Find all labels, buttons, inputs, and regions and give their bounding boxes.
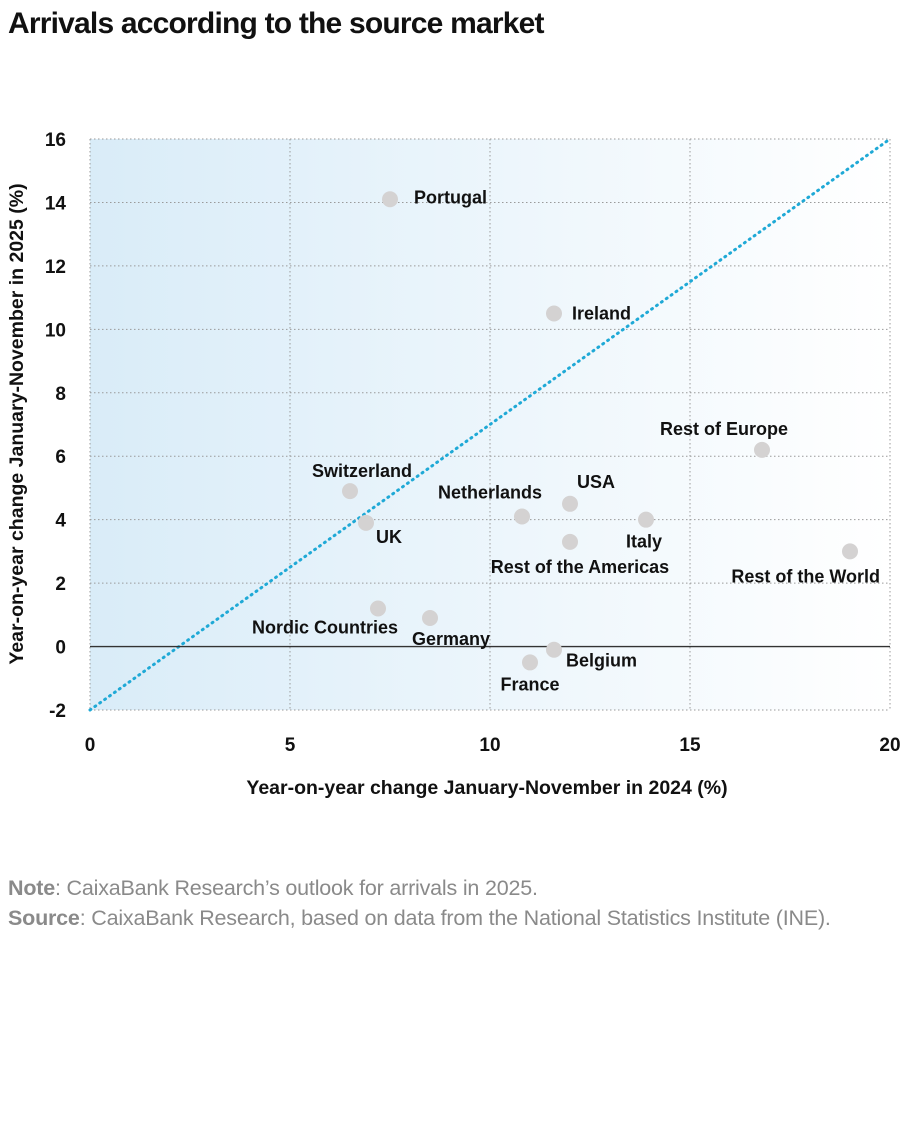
- point-italy: [638, 511, 654, 528]
- point-label-france: France: [500, 674, 559, 694]
- y-tick-label: 12: [45, 257, 66, 278]
- x-axis-ticks: 0 5 10 15 20: [85, 735, 900, 756]
- point-usa: [562, 495, 578, 512]
- y-tick-label: 0: [55, 638, 66, 659]
- point-label-portugal: Portugal: [414, 187, 487, 207]
- x-tick-label: 0: [85, 735, 96, 756]
- x-tick-label: 10: [479, 735, 500, 756]
- note-line: Note: CaixaBank Research’s outlook for a…: [8, 873, 868, 903]
- point-label-nordic-countries: Nordic Countries: [252, 617, 398, 637]
- point-rest-of-the-americas: [562, 533, 578, 550]
- data-points: Portugal Ireland Rest of Europe Switzerland…: [252, 187, 880, 694]
- point-belgium: [546, 641, 562, 658]
- point-label-uk: UK: [376, 527, 402, 547]
- y-axis-ticks: -2 0 2 4 6 8 10 12 14 16: [45, 130, 67, 722]
- point-label-belgium: Belgium: [566, 651, 637, 671]
- point-switzerland: [342, 483, 358, 500]
- y-tick-label: 14: [45, 193, 67, 214]
- y-axis-label: Year-on-year change January-November in …: [6, 183, 28, 664]
- scatter-chart: -2 0 2 4 6 8 10 12 14 16 0 5 10 15 20 Year-on-year ch…: [6, 130, 900, 799]
- chart-title: Arrivals according to the source market: [8, 7, 544, 40]
- point-label-ireland: Ireland: [572, 303, 631, 323]
- source-text: : CaixaBank Research, based on data from…: [79, 906, 831, 930]
- point-uk: [358, 514, 374, 531]
- point-label-italy: Italy: [626, 532, 662, 552]
- y-tick-label: 2: [55, 574, 66, 595]
- x-tick-label: 20: [879, 735, 900, 756]
- point-france: [522, 654, 538, 671]
- chart-notes: Note: CaixaBank Research’s outlook for a…: [8, 873, 868, 933]
- x-tick-label: 15: [679, 735, 701, 756]
- note-text: : CaixaBank Research’s outlook for arriv…: [54, 876, 538, 900]
- diagonal-reference-line: [88, 137, 892, 712]
- point-label-germany: Germany: [412, 629, 490, 649]
- source-line: Source: CaixaBank Research, based on dat…: [8, 903, 868, 933]
- y-tick-label: 6: [55, 447, 66, 468]
- point-label-rest-of-the-world: Rest of the World: [731, 566, 880, 586]
- y-tick-label: 10: [45, 320, 66, 341]
- y-tick-label: 16: [45, 130, 66, 151]
- note-label: Note: [8, 876, 55, 900]
- point-label-switzerland: Switzerland: [312, 461, 412, 481]
- point-germany: [422, 610, 438, 627]
- point-portugal: [382, 191, 398, 208]
- point-label-rest-of-europe: Rest of Europe: [660, 419, 788, 439]
- point-label-rest-of-the-americas: Rest of the Americas: [491, 557, 669, 577]
- point-rest-of-the-world: [842, 543, 858, 560]
- source-label: Source: [8, 906, 80, 930]
- x-axis-label: Year-on-year change January-November in …: [246, 777, 727, 799]
- point-netherlands: [514, 508, 530, 525]
- y-tick-label: 4: [55, 511, 66, 532]
- point-label-netherlands: Netherlands: [438, 482, 542, 502]
- y-tick-label: -2: [49, 701, 66, 722]
- y-tick-label: 8: [55, 384, 66, 405]
- point-ireland: [546, 305, 562, 322]
- point-label-usa: USA: [577, 472, 615, 492]
- point-rest-of-europe: [754, 441, 770, 458]
- reference-lines: [88, 137, 892, 712]
- x-tick-label: 5: [285, 735, 296, 756]
- point-nordic-countries: [370, 600, 386, 617]
